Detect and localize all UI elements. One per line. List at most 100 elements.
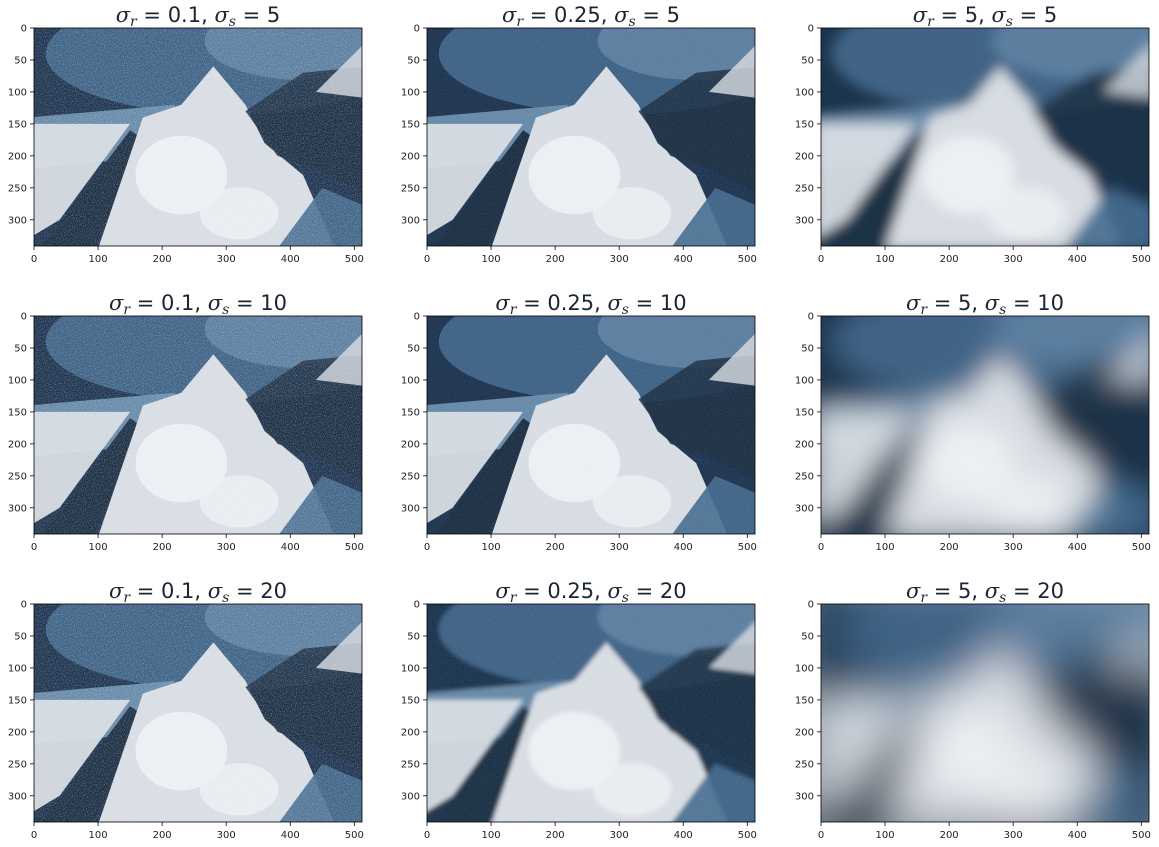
x-tick-label: 0 [31,830,37,841]
y-tick-label: 100 [8,375,27,386]
y-tick-label: 0 [21,312,27,323]
y-tick-label: 50 [801,631,814,642]
axes-frame [426,315,756,535]
y-tick-label: 50 [801,343,814,354]
axes-frame [820,603,1150,823]
y-tick-label: 250 [8,759,27,770]
x-tick-label: 400 [674,542,693,553]
y-tick-label: 0 [414,24,420,35]
y-tick-label: 100 [8,663,27,674]
x-tick-label: 500 [345,542,364,553]
x-tick-label: 100 [482,254,501,265]
x-tick-label: 400 [674,254,693,265]
y-tick-label: 50 [14,343,27,354]
image-panel: 0 100 200 300 400 500 0 50 100 150 200 250 300 σr = 5… [795,291,1151,553]
panel-title: σr = 0.25, σs = 5 [502,3,680,30]
x-tick-label: 400 [1068,830,1087,841]
y-tick-label: 250 [795,759,814,770]
y-tick-label: 0 [21,24,27,35]
x-tick-label: 300 [1004,254,1023,265]
y-tick-label: 250 [401,759,420,770]
y-tick-label: 250 [8,471,27,482]
x-tick-label: 400 [281,542,300,553]
y-tick-label: 300 [795,503,814,514]
x-tick-label: 0 [424,830,430,841]
panel-title: σr = 0.1, σs = 5 [116,3,281,30]
x-tick-label: 300 [1004,830,1023,841]
x-tick-label: 100 [876,830,895,841]
x-tick-label: 100 [876,254,895,265]
x-tick-label: 300 [1004,542,1023,553]
mountain-image [34,28,362,246]
y-tick-label: 0 [21,600,27,611]
y-tick-label: 200 [401,151,420,162]
y-tick-label: 50 [14,631,27,642]
x-tick-label: 0 [818,830,824,841]
y-tick-label: 150 [8,119,27,130]
y-tick-label: 200 [8,727,27,738]
axes-frame [820,27,1150,247]
panel-title: σr = 0.1, σs = 10 [109,291,287,318]
y-tick-label: 50 [407,631,420,642]
y-tick-label: 200 [795,727,814,738]
x-tick-label: 100 [89,830,108,841]
y-tick-label: 100 [795,87,814,98]
image-panel: 0 100 200 300 400 500 0 50 100 150 200 250 300 σr = 0… [8,3,364,265]
panel-title: σr = 5, σs = 20 [906,579,1064,606]
y-tick-label: 200 [795,439,814,450]
x-tick-label: 400 [1068,542,1087,553]
y-tick-label: 150 [795,695,814,706]
y-tick-label: 50 [801,55,814,66]
x-tick-label: 200 [546,542,565,553]
y-tick-label: 300 [8,215,27,226]
x-tick-label: 100 [876,542,895,553]
y-tick-label: 100 [795,663,814,674]
x-tick-label: 0 [31,542,37,553]
y-tick-label: 50 [407,55,420,66]
y-tick-label: 50 [407,343,420,354]
image-panel: 0 100 200 300 400 500 0 50 100 150 200 250 300 σr = 0… [8,579,364,841]
y-tick-label: 100 [401,87,420,98]
axes-frame [426,603,756,823]
x-tick-label: 200 [153,542,172,553]
y-tick-label: 250 [401,183,420,194]
image-panel: 0 100 200 300 400 500 0 50 100 150 200 250 300 σr = 0… [8,291,364,553]
x-tick-label: 0 [31,254,37,265]
x-tick-label: 400 [281,830,300,841]
x-tick-label: 500 [738,254,757,265]
x-tick-label: 100 [482,830,501,841]
y-tick-label: 100 [795,375,814,386]
axes-frame [426,27,756,247]
image-panel: 0 100 200 300 400 500 0 50 100 150 200 250 300 σr = 0… [401,3,757,265]
y-tick-label: 50 [14,55,27,66]
y-tick-label: 0 [414,600,420,611]
x-tick-label: 300 [217,830,236,841]
y-tick-label: 250 [795,471,814,482]
y-tick-label: 300 [401,215,420,226]
image-panel: 0 100 200 300 400 500 0 50 100 150 200 250 300 σr = 5… [795,3,1151,265]
panel-title: σr = 0.25, σs = 20 [495,579,686,606]
y-tick-label: 300 [8,503,27,514]
x-tick-label: 200 [940,830,959,841]
y-tick-label: 250 [795,183,814,194]
x-tick-label: 400 [674,830,693,841]
y-tick-label: 200 [8,439,27,450]
image-panel: 0 100 200 300 400 500 0 50 100 150 200 250 300 σr = 0… [401,579,757,841]
y-tick-label: 100 [401,375,420,386]
x-tick-label: 500 [738,830,757,841]
axes-frame [820,315,1150,535]
y-tick-label: 150 [401,119,420,130]
y-tick-label: 150 [795,119,814,130]
y-tick-label: 250 [401,471,420,482]
panel-title: σr = 0.1, σs = 20 [109,579,287,606]
panel-title: σr = 5, σs = 5 [913,3,1058,30]
x-tick-label: 500 [345,830,364,841]
x-tick-label: 300 [610,542,629,553]
y-tick-label: 300 [8,791,27,802]
x-tick-label: 500 [738,542,757,553]
y-tick-label: 100 [8,87,27,98]
x-tick-label: 300 [610,254,629,265]
mountain-image [34,604,362,822]
x-tick-label: 200 [153,830,172,841]
